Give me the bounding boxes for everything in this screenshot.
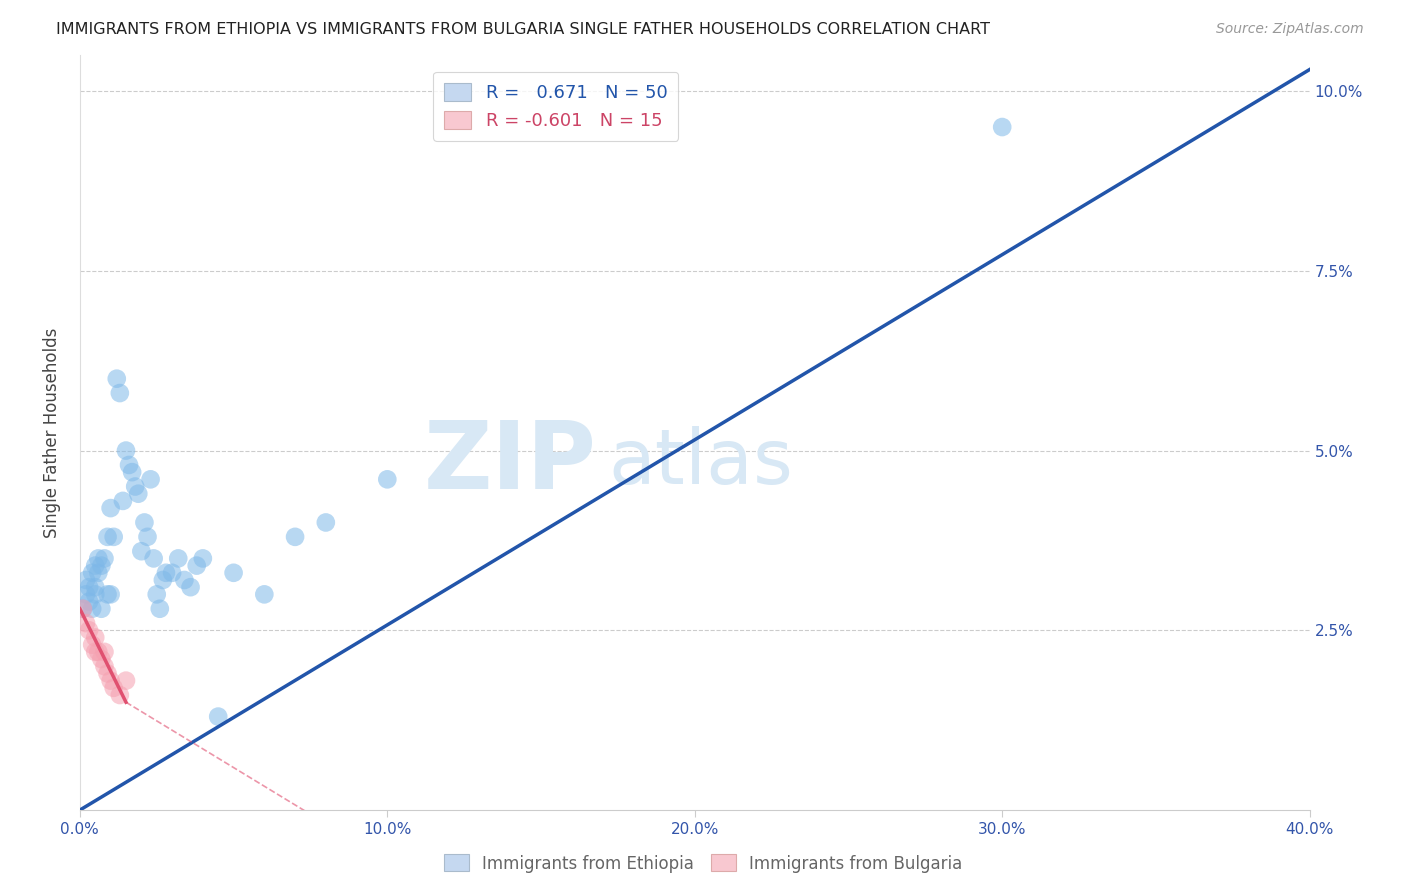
- Point: [77, 594, 100, 608]
- Point: [82, 601, 104, 615]
- Point: [111, 494, 134, 508]
- Point: [160, 566, 183, 580]
- Point: [96, 666, 118, 681]
- Point: [90, 652, 112, 666]
- Point: [115, 443, 138, 458]
- Point: [142, 551, 165, 566]
- Point: [991, 120, 1014, 134]
- Point: [93, 659, 115, 673]
- Text: IMMIGRANTS FROM ETHIOPIA VS IMMIGRANTS FROM BULGARIA SINGLE FATHER HOUSEHOLDS CO: IMMIGRANTS FROM ETHIOPIA VS IMMIGRANTS F…: [56, 22, 990, 37]
- Point: [75, 616, 97, 631]
- Point: [105, 372, 128, 386]
- Point: [124, 479, 146, 493]
- Point: [315, 516, 337, 530]
- Point: [191, 551, 214, 566]
- Point: [100, 501, 122, 516]
- Legend: Immigrants from Ethiopia, Immigrants from Bulgaria: Immigrants from Ethiopia, Immigrants fro…: [437, 847, 969, 880]
- Point: [103, 530, 125, 544]
- Point: [108, 688, 131, 702]
- Point: [139, 472, 162, 486]
- Point: [84, 580, 107, 594]
- Point: [72, 601, 94, 615]
- Y-axis label: Single Father Households: Single Father Households: [44, 327, 60, 538]
- Point: [149, 601, 172, 615]
- Text: Source: ZipAtlas.com: Source: ZipAtlas.com: [1216, 22, 1364, 37]
- Point: [127, 486, 149, 500]
- Point: [87, 645, 110, 659]
- Point: [145, 587, 167, 601]
- Point: [75, 573, 97, 587]
- Point: [131, 544, 153, 558]
- Point: [152, 573, 174, 587]
- Point: [103, 681, 125, 695]
- Point: [84, 587, 107, 601]
- Point: [186, 558, 208, 573]
- Point: [93, 645, 115, 659]
- Point: [118, 458, 141, 472]
- Point: [108, 386, 131, 401]
- Point: [134, 516, 156, 530]
- Point: [155, 566, 177, 580]
- Point: [72, 601, 94, 615]
- Point: [222, 566, 245, 580]
- Point: [93, 551, 115, 566]
- Point: [136, 530, 159, 544]
- Point: [100, 673, 122, 688]
- Text: ZIP: ZIP: [423, 417, 596, 508]
- Point: [75, 587, 97, 601]
- Point: [167, 551, 190, 566]
- Point: [90, 601, 112, 615]
- Point: [284, 530, 307, 544]
- Point: [84, 645, 107, 659]
- Point: [84, 558, 107, 573]
- Legend: R =   0.671   N = 50, R = -0.601   N = 15: R = 0.671 N = 50, R = -0.601 N = 15: [433, 71, 678, 141]
- Point: [87, 566, 110, 580]
- Point: [173, 573, 195, 587]
- Point: [87, 551, 110, 566]
- Point: [115, 673, 138, 688]
- Point: [77, 580, 100, 594]
- Point: [207, 709, 229, 723]
- Point: [121, 465, 143, 479]
- Point: [375, 472, 398, 486]
- Point: [82, 638, 104, 652]
- Point: [180, 580, 202, 594]
- Point: [84, 631, 107, 645]
- Point: [100, 587, 122, 601]
- Point: [90, 558, 112, 573]
- Point: [253, 587, 276, 601]
- Point: [96, 530, 118, 544]
- Text: atlas: atlas: [609, 425, 793, 500]
- Point: [82, 566, 104, 580]
- Point: [77, 624, 100, 638]
- Point: [96, 587, 118, 601]
